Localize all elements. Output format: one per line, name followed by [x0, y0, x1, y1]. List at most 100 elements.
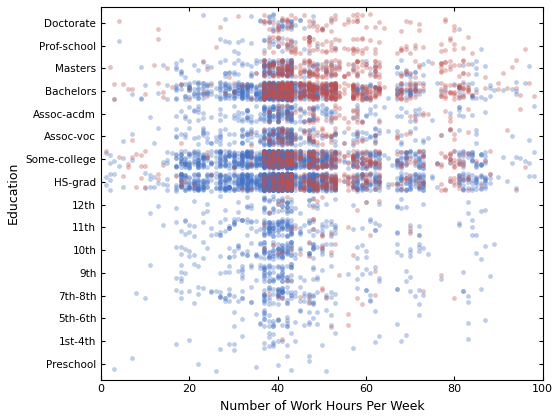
Point	[269, 161, 278, 168]
Point	[282, 180, 291, 186]
Point	[185, 151, 194, 158]
Point	[295, 96, 304, 103]
Point	[393, 180, 402, 186]
Point	[318, 177, 326, 184]
Point	[269, 180, 278, 186]
Point	[238, 294, 247, 301]
Point	[410, 180, 419, 186]
Point	[287, 154, 296, 160]
Point	[260, 148, 269, 155]
Point	[318, 81, 326, 88]
Point	[454, 84, 463, 90]
Point	[313, 157, 322, 164]
Point	[437, 150, 446, 157]
Point	[287, 155, 296, 162]
Point	[260, 94, 269, 101]
Point	[278, 155, 287, 162]
Point	[264, 88, 273, 95]
Point	[251, 252, 260, 258]
Point	[450, 182, 459, 189]
Point	[318, 95, 326, 102]
Point	[287, 80, 296, 87]
Point	[264, 183, 273, 190]
Point	[330, 182, 339, 189]
Point	[260, 263, 269, 270]
Point	[287, 161, 296, 168]
Point	[194, 86, 203, 93]
Point	[176, 278, 185, 284]
Point	[273, 153, 282, 160]
Point	[264, 63, 273, 70]
Point	[242, 175, 251, 182]
Point	[445, 178, 454, 184]
Point	[273, 158, 282, 164]
Point	[414, 183, 423, 190]
Point	[247, 176, 256, 183]
Point	[251, 88, 260, 95]
Point	[260, 152, 269, 158]
Point	[273, 114, 282, 121]
Point	[393, 249, 402, 255]
Point	[450, 136, 459, 142]
Point	[282, 109, 291, 116]
Point	[264, 158, 273, 164]
Point	[278, 56, 287, 63]
Point	[234, 160, 242, 167]
Point	[278, 187, 287, 194]
Point	[282, 83, 291, 89]
Point	[454, 82, 463, 89]
Point	[269, 331, 278, 338]
Point	[260, 174, 269, 181]
Point	[437, 90, 446, 97]
Point	[304, 163, 313, 170]
Point	[304, 89, 313, 96]
Point	[278, 152, 287, 159]
Point	[216, 218, 225, 225]
Point	[405, 158, 414, 165]
Point	[255, 185, 264, 192]
Point	[220, 158, 229, 164]
Point	[282, 181, 291, 187]
Point	[287, 177, 296, 184]
Point	[260, 183, 269, 189]
Point	[278, 173, 287, 180]
Point	[375, 64, 384, 71]
Point	[322, 92, 331, 98]
Point	[362, 90, 371, 97]
Point	[260, 93, 269, 100]
Point	[405, 173, 414, 180]
Point	[370, 125, 379, 131]
Point	[295, 135, 304, 142]
Point	[282, 186, 291, 192]
Point	[282, 149, 291, 156]
Point	[291, 94, 300, 100]
Point	[273, 245, 282, 252]
Point	[212, 288, 221, 295]
Point	[269, 205, 278, 212]
Point	[273, 117, 282, 124]
Point	[313, 172, 322, 179]
Point	[229, 80, 238, 87]
Point	[269, 150, 278, 157]
Point	[295, 89, 304, 96]
Point	[242, 81, 251, 88]
Point	[194, 183, 203, 189]
Point	[260, 157, 269, 164]
Point	[353, 128, 362, 134]
Point	[309, 87, 318, 94]
Point	[362, 159, 371, 165]
Point	[278, 176, 287, 183]
Point	[313, 174, 322, 181]
Point	[255, 171, 264, 178]
Point	[282, 182, 291, 189]
Point	[287, 140, 296, 147]
Point	[414, 147, 423, 154]
Point	[282, 164, 291, 171]
Point	[309, 93, 318, 100]
Point	[229, 179, 238, 186]
Point	[185, 248, 194, 255]
Point	[278, 58, 287, 65]
Point	[269, 158, 278, 165]
Point	[318, 85, 326, 92]
Point	[370, 103, 379, 110]
